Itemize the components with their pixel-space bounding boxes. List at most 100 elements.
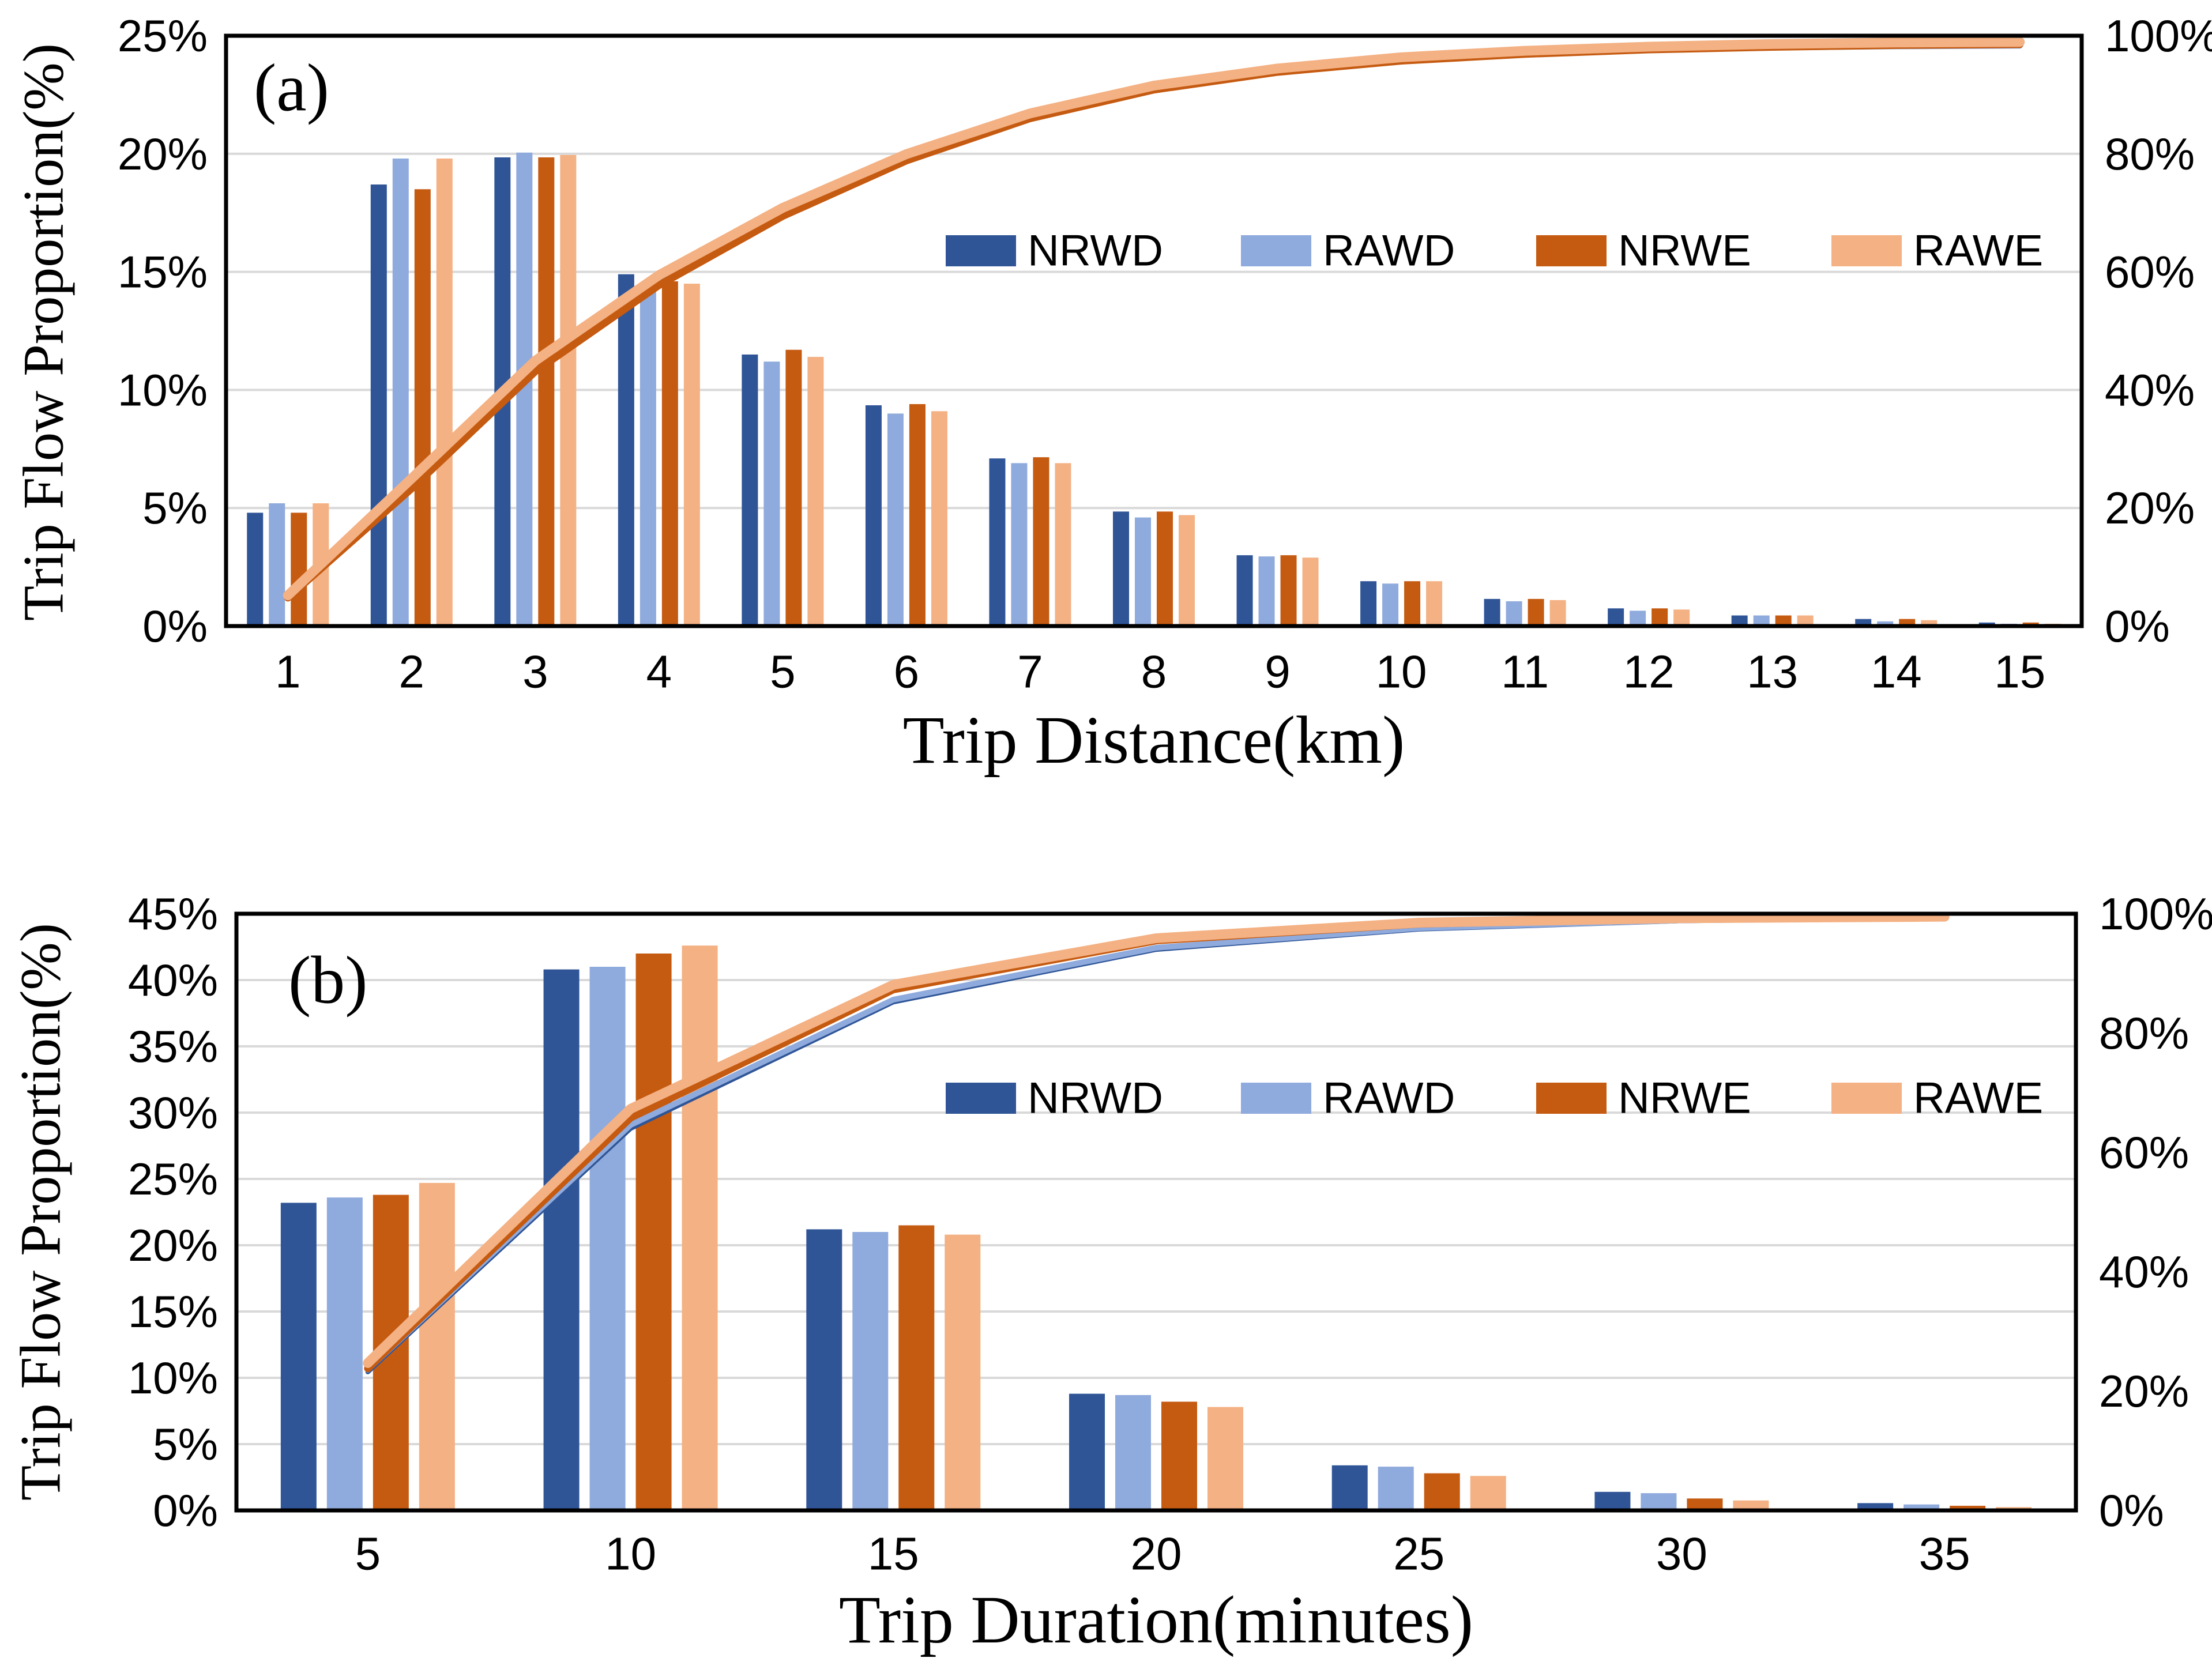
left-axis-tick-a: 0% <box>142 601 208 651</box>
left-axis-tick-b: 20% <box>128 1220 218 1271</box>
chart-b: 0% 5% 10% 15% 20% 25% 30% 35% 40% 45% 0% 20% 40% 60% 8… <box>128 888 2212 1580</box>
bar-nrwe-8 <box>1157 511 1173 626</box>
bar-nrwe-20 <box>1161 1401 1197 1510</box>
bar-rawe-8 <box>1179 515 1195 626</box>
x-axis-tick-b: 5 <box>355 1528 381 1580</box>
bar-rawd-4 <box>639 287 656 626</box>
x-axis-tick-b: 35 <box>1919 1528 1970 1580</box>
legend-swatch-nrwe-b <box>1536 1083 1607 1114</box>
bar-rawd-15 <box>852 1232 889 1510</box>
bar-nrwe-7 <box>1033 457 1049 626</box>
x-axis-tick-a: 8 <box>1141 646 1167 698</box>
bar-nrwe-35 <box>1950 1505 1986 1510</box>
left-axis-tick-b: 30% <box>128 1087 218 1138</box>
bar-nrwd-6 <box>865 405 882 626</box>
bar-rawe-2 <box>436 158 453 626</box>
right-axis-tick-b: 40% <box>2099 1246 2189 1297</box>
x-axis-tick-a: 3 <box>522 646 548 698</box>
plot-frame-b <box>234 911 2078 1513</box>
bar-rawd-2 <box>392 158 409 626</box>
x-axis-tick-b: 20 <box>1131 1528 1182 1580</box>
x-axis-tick-a: 2 <box>399 646 425 698</box>
panel-label-a: (a) <box>254 50 329 126</box>
left-axis-tick-b: 25% <box>128 1154 218 1204</box>
bar-rawd-7 <box>1011 463 1028 626</box>
right-axis-tick-a: 80% <box>2105 129 2195 179</box>
bar-nrwe-30 <box>1687 1498 1723 1510</box>
bar-rawe-3 <box>560 155 577 626</box>
bar-nrwd-4 <box>618 274 634 626</box>
bar-rawe-25 <box>1470 1476 1506 1510</box>
x-axis-tick-b: 15 <box>868 1528 919 1580</box>
x-axis-title-chart-b: Trip Duration(minutes) <box>838 1582 1474 1657</box>
bar-nrwe-12 <box>1652 608 1668 626</box>
legend-label-nrwe-b: NRWE <box>1618 1074 1751 1123</box>
x-axis-tick-a: 6 <box>894 646 920 698</box>
left-axis-tick-a: 10% <box>118 364 208 415</box>
x-axis-tick-a: 10 <box>1376 646 1427 698</box>
bar-rawd-5 <box>326 1197 363 1510</box>
bar-nrwe-9 <box>1280 555 1297 626</box>
right-axis-tick-a: 0% <box>2105 601 2170 651</box>
legend-swatch-rawe-b <box>1831 1083 1902 1114</box>
x-axis-tick-a: 1 <box>275 646 301 698</box>
plot-frame-a <box>224 33 2084 628</box>
bar-nrwe-13 <box>1775 615 1792 626</box>
legend-label-rawd-a: RAWD <box>1323 227 1455 276</box>
bar-rawd-9 <box>1258 556 1275 626</box>
bar-rawd-10 <box>1382 583 1399 626</box>
bar-nrwe-10 <box>1404 581 1421 626</box>
bar-nrwe-25 <box>1424 1473 1460 1510</box>
right-axis-tick-b: 60% <box>2099 1127 2189 1178</box>
x-axis-tick-a: 11 <box>1501 646 1549 698</box>
x-axis-tick-a: 9 <box>1265 646 1291 698</box>
y-axis-title-chart-b: Trip Flow Proportion(%) <box>8 923 73 1501</box>
legend-label-nrwd-a: NRWD <box>1028 227 1163 276</box>
bar-rawe-30 <box>1733 1500 1769 1510</box>
x-axis-tick-a: 13 <box>1747 646 1798 698</box>
bar-rawd-13 <box>1753 615 1770 626</box>
bar-rawe-20 <box>1207 1407 1243 1510</box>
panel-label-b: (b) <box>288 943 368 1018</box>
bar-nrwe-10 <box>635 954 672 1510</box>
bar-rawe-7 <box>1055 463 1071 626</box>
legend-swatch-nrwd-a <box>946 235 1016 266</box>
bar-nrwd-7 <box>989 458 1006 626</box>
bar-rawd-20 <box>1115 1395 1151 1510</box>
bar-rawd-8 <box>1135 517 1151 626</box>
bar-rawe-6 <box>931 411 947 626</box>
right-axis-tick-b: 100% <box>2099 888 2212 939</box>
bar-rawe-13 <box>1797 615 1814 626</box>
bar-nrwe-11 <box>1528 598 1544 626</box>
bar-rawd-14 <box>1877 621 1894 626</box>
bar-nrwd-12 <box>1608 608 1624 626</box>
bar-rawe-9 <box>1302 557 1319 626</box>
bar-nrwd-30 <box>1594 1491 1631 1510</box>
bar-rawd-1 <box>269 503 285 626</box>
bar-nrwe-3 <box>538 157 555 627</box>
left-axis-tick-a: 20% <box>118 129 208 179</box>
x-axis-tick-a: 14 <box>1871 646 1922 698</box>
left-axis-tick-b: 45% <box>128 888 218 939</box>
right-axis-tick-a: 100% <box>2105 10 2212 61</box>
x-axis-tick-b: 30 <box>1656 1528 1707 1580</box>
bar-nrwd-5 <box>280 1203 317 1510</box>
bar-rawe-5 <box>807 357 824 626</box>
bar-nrwd-5 <box>742 354 758 626</box>
left-axis-tick-a: 15% <box>118 247 208 297</box>
bar-rawe-10 <box>682 945 718 1510</box>
left-axis-tick-b: 40% <box>128 955 218 1005</box>
bar-nrwd-15 <box>806 1229 842 1510</box>
bar-rawd-25 <box>1378 1467 1414 1510</box>
bar-rawe-10 <box>1426 581 1443 626</box>
x-axis-tick-a: 15 <box>1994 646 2045 698</box>
x-axis-tick-a: 5 <box>770 646 796 698</box>
bar-nrwe-4 <box>661 281 678 626</box>
bar-nrwe-6 <box>909 404 926 626</box>
x-axis-tick-b: 10 <box>605 1528 656 1580</box>
bar-nrwd-11 <box>1484 598 1500 626</box>
left-axis-tick-a: 5% <box>142 483 208 533</box>
legend-label-rawe-a: RAWE <box>1913 227 2043 276</box>
bar-nrwd-2 <box>370 184 387 627</box>
